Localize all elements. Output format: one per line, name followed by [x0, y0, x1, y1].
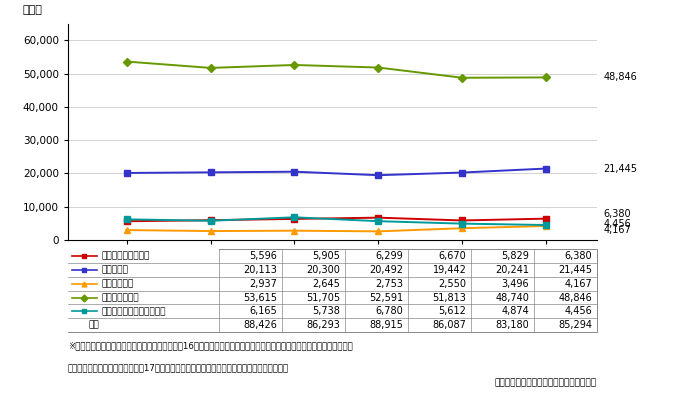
Text: 2,937: 2,937 — [250, 279, 277, 289]
Text: 53,615: 53,615 — [243, 293, 277, 303]
Text: 6,780: 6,780 — [376, 307, 403, 316]
Text: 4,874: 4,874 — [502, 307, 530, 316]
Text: 20,113: 20,113 — [243, 265, 277, 275]
Text: 6,380: 6,380 — [565, 251, 593, 261]
Text: 88,426: 88,426 — [243, 320, 277, 330]
Text: テレビゲーム: テレビゲーム — [101, 279, 134, 288]
Bar — [68, 318, 218, 332]
Text: 4,456: 4,456 — [603, 219, 631, 229]
Bar — [68, 305, 218, 318]
Text: 2,550: 2,550 — [439, 279, 466, 289]
Text: 合計: 合計 — [89, 321, 100, 330]
Bar — [68, 263, 218, 277]
Text: 21,445: 21,445 — [603, 164, 637, 173]
Text: 85,294: 85,294 — [559, 320, 593, 330]
Text: 3,496: 3,496 — [502, 279, 530, 289]
Text: （円）: （円） — [23, 5, 43, 15]
Bar — [68, 249, 218, 263]
Text: 20,241: 20,241 — [496, 265, 530, 275]
Text: 20,492: 20,492 — [370, 265, 403, 275]
Text: 2,753: 2,753 — [376, 279, 403, 289]
Text: 51,813: 51,813 — [433, 293, 466, 303]
Text: 5,905: 5,905 — [313, 251, 340, 261]
Text: 48,846: 48,846 — [603, 72, 637, 83]
Text: 映画・演劇等入場料: 映画・演劇等入場料 — [101, 252, 149, 260]
Text: 5,612: 5,612 — [439, 307, 466, 316]
Text: 48,846: 48,846 — [559, 293, 593, 303]
Text: 21,445: 21,445 — [559, 265, 593, 275]
Text: 放送受信料: 放送受信料 — [101, 265, 128, 275]
Text: （年）: （年） — [577, 268, 597, 278]
Text: 書籍他の印刷物: 書籍他の印刷物 — [101, 293, 139, 302]
Text: ※「音楽・映像収録済メディア」について、平成16年までは「オーディオ・ビデオディスク」「オーディオ・ビデオ収録: ※「音楽・映像収録済メディア」について、平成16年までは「オーディオ・ビデオディ… — [68, 341, 353, 350]
Text: 6,299: 6,299 — [376, 251, 403, 261]
Text: 2,645: 2,645 — [313, 279, 340, 289]
Text: 5,829: 5,829 — [502, 251, 530, 261]
Bar — [68, 277, 218, 291]
Text: 52,591: 52,591 — [370, 293, 403, 303]
Text: 6,165: 6,165 — [250, 307, 277, 316]
Text: 4,167: 4,167 — [603, 225, 631, 235]
Text: 88,915: 88,915 — [370, 320, 403, 330]
Text: 済テープ」の合計であり、平成17年以降は「音楽・映像収録済メディア」の値となっている: 済テープ」の合計であり、平成17年以降は「音楽・映像収録済メディア」の値となって… — [68, 363, 289, 372]
Text: 総務省「家計調査」（総世帯）により作成: 総務省「家計調査」（総世帯）により作成 — [494, 378, 597, 387]
Text: 19,442: 19,442 — [433, 265, 466, 275]
Text: 5,596: 5,596 — [250, 251, 277, 261]
Text: 音楽・映像収録済メディア: 音楽・映像収録済メディア — [101, 307, 165, 316]
Text: 48,740: 48,740 — [496, 293, 530, 303]
Text: 51,705: 51,705 — [306, 293, 340, 303]
Text: 5,738: 5,738 — [313, 307, 340, 316]
Text: 6,380: 6,380 — [603, 209, 631, 219]
Bar — [68, 291, 218, 305]
Text: 86,087: 86,087 — [433, 320, 466, 330]
Text: 6,670: 6,670 — [439, 251, 466, 261]
Text: 4,456: 4,456 — [565, 307, 593, 316]
Text: 83,180: 83,180 — [496, 320, 530, 330]
Text: 4,167: 4,167 — [565, 279, 593, 289]
Text: 20,300: 20,300 — [306, 265, 340, 275]
Text: 86,293: 86,293 — [306, 320, 340, 330]
